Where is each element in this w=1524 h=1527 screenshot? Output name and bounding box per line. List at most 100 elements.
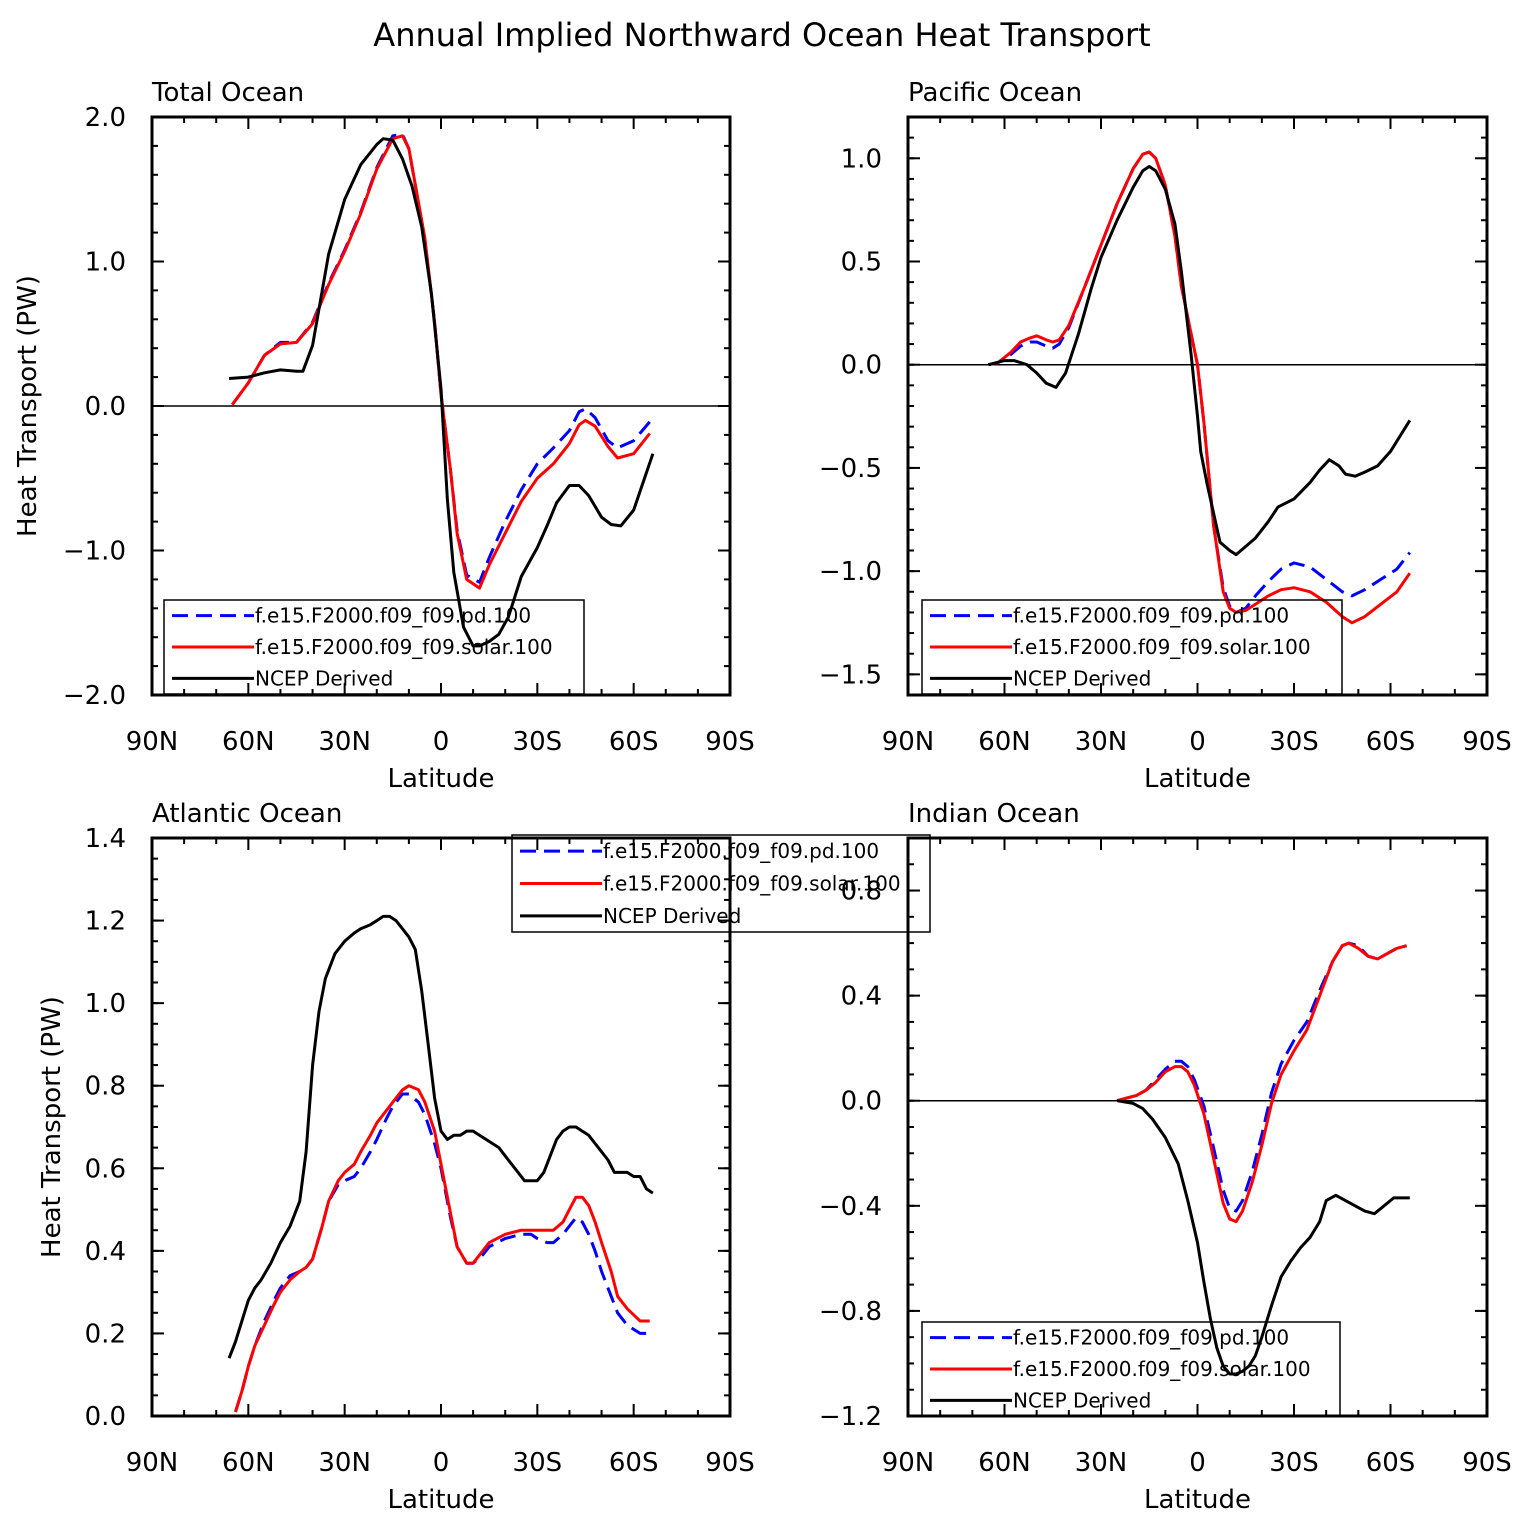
legend-label: NCEP Derived — [1013, 666, 1151, 690]
y-tick-label: −1.2 — [819, 1402, 882, 1432]
x-tick-label: 30S — [1269, 1448, 1319, 1478]
series-line-pd — [234, 1092, 650, 1413]
x-tick-label: 30N — [318, 1448, 371, 1478]
legend-label: f.e15.F2000.f09_f09.pd.100 — [1013, 604, 1289, 628]
y-tick-label: 1.0 — [85, 989, 126, 1019]
x-tick-label: 60S — [1366, 727, 1416, 757]
series-line-ncep — [227, 914, 654, 1359]
x-tick-label: 60S — [609, 1448, 659, 1478]
y-tick-label: 0.0 — [841, 351, 882, 381]
series-line-solar — [231, 134, 651, 590]
x-tick-label: 60N — [222, 1448, 275, 1478]
x-tick-label: 30N — [1075, 1448, 1128, 1478]
x-tick-label: 90N — [126, 1448, 179, 1478]
panel-title: Atlantic Ocean — [152, 799, 342, 829]
y-tick-label: −1.0 — [819, 557, 882, 587]
legend-box — [511, 834, 931, 933]
x-tick-label: 0 — [433, 727, 450, 757]
y-tick-label: 0.4 — [841, 982, 882, 1012]
x-tick-label: 90N — [882, 1448, 935, 1478]
x-tick-label: 60N — [222, 727, 275, 757]
legend-box — [163, 599, 585, 695]
x-tick-label: 90S — [705, 727, 755, 757]
y-tick-label: 1.0 — [841, 144, 882, 174]
y-tick-label: 0.0 — [841, 1087, 882, 1117]
y-tick-label: −1.0 — [63, 537, 126, 567]
x-tick-label: 30S — [513, 1448, 563, 1478]
y-tick-label: 0.4 — [85, 1237, 126, 1267]
x-tick-label: 0 — [433, 1448, 450, 1478]
panel-indian-ocean: Indian Ocean 90N 60N 30N 0 30S 60S 90S −1.2 −0.8 −… — [819, 799, 1512, 1515]
y-tick-label: −2.0 — [63, 681, 126, 711]
legend: f.e15.F2000.f09_f09.pd.100 f.e15.F2000.f0… — [163, 599, 585, 695]
legend: f.e15.F2000.f09_f09.pd.100 f.e15.F2000.f0… — [921, 599, 1343, 695]
x-tick-label: 60N — [978, 727, 1031, 757]
y-tick-label: −1.5 — [819, 660, 882, 690]
x-tick-label: 60S — [609, 727, 659, 757]
panels: Total Ocean 90N 60N 30N 0 30S 60S 90S −2.0 −1.0 0.… — [13, 78, 1512, 1515]
y-tick-label: −0.5 — [819, 454, 882, 484]
x-tick-label: 90S — [1462, 1448, 1512, 1478]
x-tick-label: 30N — [1075, 727, 1128, 757]
y-tick-label: 0.8 — [85, 1072, 126, 1102]
panel-atlantic-ocean: Atlantic Ocean 90N 60N 30N 0 30S 60S 90S 0.0 0.2 0… — [37, 799, 931, 1515]
legend-label: f.e15.F2000.f09_f09.pd.100 — [255, 604, 531, 628]
legend: f.e15.F2000.f09_f09.pd.100 f.e15.F2000.f0… — [921, 1321, 1341, 1417]
plot-frame — [906, 115, 1489, 697]
panel-pacific-ocean: Pacific Ocean 90N 60N 30N 0 30S 60S 90S −1.5 −1.0… — [819, 78, 1512, 794]
y-tick-label: −0.8 — [819, 1297, 882, 1327]
legend-box — [921, 1321, 1341, 1417]
y-tick-label: −0.4 — [819, 1192, 882, 1222]
panel-title: Pacific Ocean — [908, 78, 1082, 108]
y-axis-label: Heat Transport (PW) — [13, 275, 43, 537]
x-tick-label: 0 — [1189, 1448, 1206, 1478]
panel-total-ocean: Total Ocean 90N 60N 30N 0 30S 60S 90S −2.0 −1.0 0.… — [13, 78, 755, 794]
legend: f.e15.F2000.f09_f09.pd.100 f.e15.F2000.f0… — [511, 834, 931, 933]
legend-label: f.e15.F2000.f09_f09.pd.100 — [603, 839, 879, 863]
series-line-solar — [1116, 941, 1407, 1224]
y-tick-label: 0.2 — [85, 1319, 126, 1349]
x-tick-label: 60N — [978, 1448, 1031, 1478]
figure-title: Annual Implied Northward Ocean Heat Tran… — [373, 16, 1150, 54]
series-line-ncep — [988, 165, 1412, 557]
x-axis-label: Latitude — [1144, 1485, 1251, 1515]
y-tick-label: 0.0 — [85, 392, 126, 422]
y-tick-label: 0.8 — [841, 877, 882, 907]
legend-box — [921, 599, 1343, 695]
x-tick-label: 30S — [513, 727, 563, 757]
x-tick-label: 30S — [1269, 727, 1319, 757]
y-tick-label: 1.2 — [85, 907, 126, 937]
y-tick-label: 0.5 — [841, 248, 882, 278]
x-tick-label: 90N — [882, 727, 935, 757]
series-line-solar — [988, 150, 1412, 625]
series-line-pd — [1116, 941, 1407, 1213]
x-tick-label: 0 — [1189, 727, 1206, 757]
legend-label: NCEP Derived — [603, 904, 741, 928]
legend-label: NCEP Derived — [255, 666, 393, 690]
legend-label: f.e15.F2000.f09_f09.solar.100 — [1013, 635, 1311, 659]
panel-title: Indian Ocean — [908, 799, 1080, 829]
legend-label: NCEP Derived — [1013, 1388, 1151, 1412]
panel-title: Total Ocean — [151, 78, 304, 108]
x-tick-label: 60S — [1366, 1448, 1416, 1478]
x-tick-label: 90S — [1462, 727, 1512, 757]
y-tick-label: 1.0 — [85, 248, 126, 278]
plot-frame — [150, 836, 732, 1418]
y-tick-label: 0.6 — [85, 1154, 126, 1184]
series-line-pd — [231, 132, 651, 584]
x-axis-label: Latitude — [387, 1485, 494, 1515]
plot-frame — [150, 115, 732, 697]
y-axis-label: Heat Transport (PW) — [37, 996, 67, 1258]
x-tick-label: 90S — [705, 1448, 755, 1478]
x-axis-label: Latitude — [387, 764, 494, 794]
x-tick-label: 90N — [126, 727, 179, 757]
y-tick-label: 0.0 — [85, 1402, 126, 1432]
series-line-solar — [234, 1084, 650, 1413]
y-tick-label: 1.4 — [85, 824, 126, 854]
legend-label: f.e15.F2000.f09_f09.solar.100 — [603, 872, 901, 896]
legend-label: f.e15.F2000.f09_f09.solar.100 — [1013, 1357, 1311, 1381]
x-tick-label: 30N — [318, 727, 371, 757]
series-line-ncep — [228, 137, 655, 648]
legend-label: f.e15.F2000.f09_f09.pd.100 — [1013, 1326, 1289, 1350]
